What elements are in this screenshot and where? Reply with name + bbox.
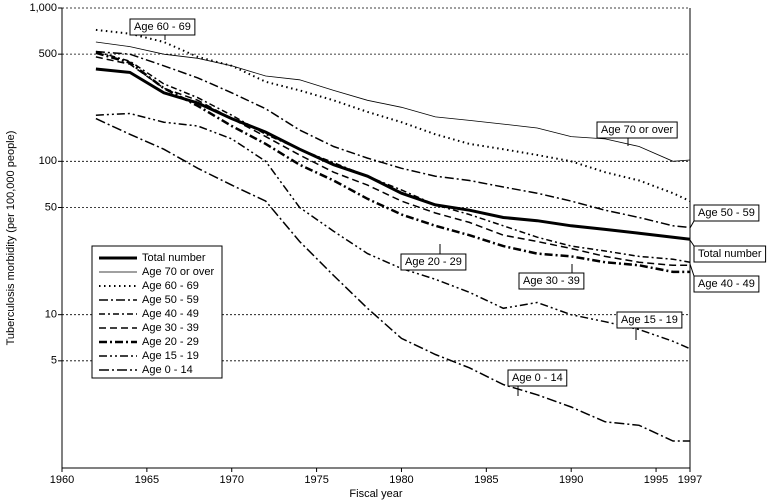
x-tick-label: 1965 xyxy=(135,474,159,486)
y-tick-label: 5 xyxy=(51,355,57,367)
callout-pointer xyxy=(689,220,695,229)
series-line xyxy=(95,67,691,241)
callout-label: Age 40 - 49 xyxy=(698,278,755,290)
callout-pointer xyxy=(689,239,695,247)
callout-box xyxy=(596,121,678,139)
x-tick-label: 1960 xyxy=(50,474,74,486)
callout-box xyxy=(129,18,196,36)
callout-label: Age 15 - 19 xyxy=(621,314,678,326)
callout-label: Age 0 - 14 xyxy=(512,372,563,384)
x-tick-label: 1970 xyxy=(219,474,243,486)
legend-label: Age 60 - 69 xyxy=(142,280,199,292)
callout-box xyxy=(507,369,568,387)
series-line xyxy=(95,50,691,229)
legend-label: Age 50 - 59 xyxy=(142,294,199,306)
callout-label: Age 70 or over xyxy=(601,124,673,136)
y-tick-label: 100 xyxy=(39,155,57,167)
series-line xyxy=(95,28,691,203)
legend-label: Age 70 or over xyxy=(142,266,214,278)
callout-pointer xyxy=(689,263,695,277)
callout-label: Age 60 - 69 xyxy=(134,21,191,33)
legend-label: Total number xyxy=(142,252,206,264)
y-tick-label: 1,000 xyxy=(29,2,57,14)
y-axis-label: Tuberculosis morbidity (per 100,000 peop… xyxy=(5,131,17,346)
y-tick-label: 500 xyxy=(39,48,57,60)
x-tick-label: 1990 xyxy=(559,474,583,486)
callout-box xyxy=(693,245,767,263)
x-tick-label: 1995 xyxy=(644,474,668,486)
series-line xyxy=(95,117,690,442)
legend-label: Age 0 - 14 xyxy=(142,364,193,376)
series-line xyxy=(95,51,690,274)
x-tick-label: 1985 xyxy=(474,474,498,486)
callout-label: Total number xyxy=(698,248,762,260)
legend-label: Age 30 - 39 xyxy=(142,322,199,334)
callout-box xyxy=(693,275,760,293)
series-line xyxy=(95,112,691,350)
series-line xyxy=(95,41,691,162)
series-line xyxy=(95,50,691,263)
x-tick-label: 1980 xyxy=(389,474,413,486)
legend-label: Age 15 - 19 xyxy=(142,350,199,362)
series-line xyxy=(95,56,690,267)
x-tick-label: 1975 xyxy=(304,474,328,486)
y-tick-label: 10 xyxy=(45,309,57,321)
legend-box xyxy=(91,245,223,379)
callout-box xyxy=(400,253,467,271)
callout-label: Age 30 - 39 xyxy=(523,275,580,287)
y-tick-label: 50 xyxy=(45,201,57,213)
callout-box xyxy=(693,204,760,222)
callout-box xyxy=(616,311,683,329)
callout-label: Age 50 - 59 xyxy=(698,207,755,219)
callout-label: Age 20 - 29 xyxy=(405,256,462,268)
legend-label: Age 20 - 29 xyxy=(142,336,199,348)
x-tick-label: 1997 xyxy=(678,474,702,486)
x-axis-label: Fiscal year xyxy=(349,488,403,500)
legend-label: Age 40 - 49 xyxy=(142,308,199,320)
callout-box xyxy=(518,272,585,290)
